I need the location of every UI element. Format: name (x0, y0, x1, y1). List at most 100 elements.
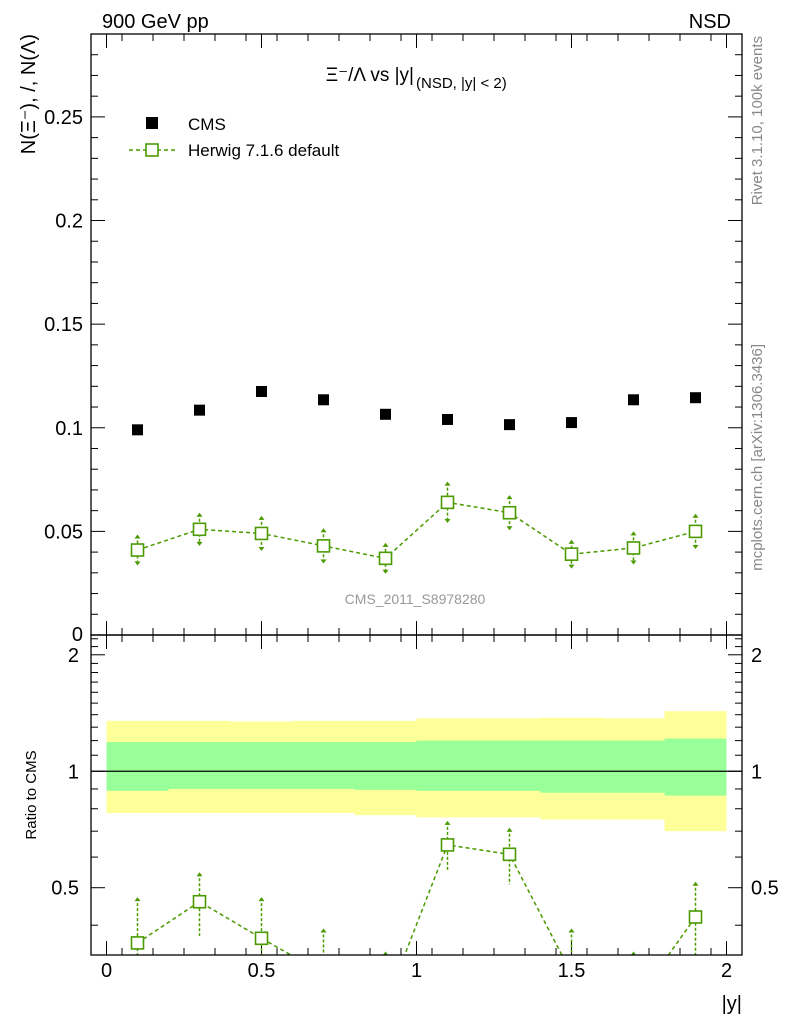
herwig-point (192, 522, 207, 537)
ratio-inner-band (540, 740, 603, 793)
ratio-inner-band (416, 740, 479, 791)
main-panel: 0.05 0.1 0.15 0.2 0.25 0 Ξ⁻/Λ vs |y| (NSD, |y… (18, 33, 743, 646)
herwig-error-cap (134, 534, 141, 539)
ratio-ticks: 0 0.5 1 1.5 2 0.5 0.5 1 1 2 2 (51, 635, 779, 982)
herwig-error-cap (382, 569, 389, 574)
x-tick-label: 1.5 (558, 960, 586, 982)
ratio-herwig-error-cap (444, 820, 451, 825)
ratio-inner-band (230, 742, 293, 789)
x-tick-label: 2 (721, 960, 732, 982)
herwig-error-cap (258, 515, 265, 520)
ratio-herwig-point (628, 998, 640, 1010)
ratio-bands (91, 711, 742, 832)
herwig-error-cap (692, 544, 699, 549)
ratio-inner-band (292, 742, 355, 789)
herwig-error-cap (444, 519, 451, 524)
x-tick-label: 0 (101, 960, 112, 982)
main-y-zero-label: 0 (72, 624, 83, 646)
ratio-y-tick-label-right: 2 (751, 645, 762, 667)
ratio-y-tick-label: 2 (68, 645, 79, 667)
herwig-point (440, 495, 455, 510)
main-title-suffix: (NSD, |y| < 2) (416, 75, 507, 92)
ratio-herwig-error-cap (134, 897, 141, 902)
herwig-error-cap (568, 539, 575, 544)
herwig-error-cap (320, 528, 327, 533)
main-y-tick-label: 0.2 (55, 211, 83, 233)
mcplots-label: mcplots.cern.ch [arXiv:1306.3436] (749, 344, 766, 571)
ratio-herwig-error-cap (320, 928, 327, 933)
herwig-point (502, 505, 517, 520)
ratio-herwig-error-cap (258, 897, 265, 902)
main-y-tick-label: 0.1 (55, 418, 83, 440)
main-y-tick-label: 0.25 (44, 107, 83, 129)
herwig-error-cap (196, 512, 203, 517)
herwig-error-cap (630, 560, 637, 565)
herwig-line (137, 501, 696, 560)
main-y-axis-label: N(Ξ⁻), /, N(Λ) (18, 34, 40, 154)
x-tick-label: 1 (411, 960, 422, 982)
ratio-inner-band (354, 742, 417, 790)
main-y-tick-label: 0.15 (44, 314, 83, 336)
ratio-herwig-error-cap (692, 881, 699, 886)
x-axis-label: |y| (722, 993, 742, 1015)
herwig-point (316, 539, 331, 553)
rivet-version-label: Rivet 3.1.10, 100k events (749, 36, 766, 205)
ratio-y-tick-label: 1 (68, 761, 79, 783)
main-series (130, 385, 703, 574)
legend: CMS Herwig 7.1.6 default (129, 115, 339, 160)
ratio-inner-band (106, 742, 169, 791)
main-y-tick-label: 0.05 (44, 521, 83, 543)
cms-data-point (132, 424, 143, 436)
ratio-herwig-point (318, 968, 330, 980)
ratio-herwig-error-cap (196, 872, 203, 877)
ratio-herwig-point (254, 931, 269, 946)
herwig-error-cap (196, 541, 203, 546)
main-ticks: 0.05 0.1 0.15 0.2 0.25 0 (44, 34, 743, 646)
cms-data-point (318, 394, 329, 406)
herwig-error-cap (692, 513, 699, 518)
ratio-y-tick-label-right: 1 (751, 761, 762, 783)
ratio-inner-band (602, 740, 665, 793)
herwig-point (564, 547, 579, 561)
ratio-herwig-error-cap (568, 928, 575, 933)
cms-data-point (380, 408, 391, 420)
cms-data-point (566, 417, 577, 429)
ratio-panel: 0 0.5 1 1.5 2 0.5 0.5 1 1 2 2 Ratio to CMS |y| (23, 634, 779, 1015)
ratio-inner-band (478, 740, 541, 791)
cms-data-point (256, 385, 267, 397)
herwig-error-cap (630, 531, 637, 536)
header-right-label: NSD (689, 11, 731, 33)
herwig-error-cap (134, 561, 141, 566)
cms-data-point (194, 404, 205, 416)
ratio-herwig-error-cap (630, 951, 637, 955)
ratio-herwig-point (192, 894, 207, 909)
cms-data-point (690, 392, 701, 404)
herwig-point (688, 524, 703, 539)
herwig-point (130, 543, 145, 557)
legend-herwig-label: Herwig 7.1.6 default (188, 141, 339, 160)
ratio-inner-band (664, 738, 727, 796)
x-tick-label: 0.5 (248, 960, 276, 982)
ratio-herwig-point (688, 910, 703, 924)
main-title: Ξ⁻/Λ vs |y| (326, 65, 414, 86)
herwig-point (626, 541, 641, 555)
ratio-herwig-line (137, 844, 697, 955)
ratio-herwig-point (380, 998, 392, 1010)
herwig-error-cap (506, 495, 513, 500)
ratio-series-group (130, 820, 703, 1010)
ratio-y-tick-label-right: 0.5 (751, 878, 779, 900)
herwig-error-cap (258, 547, 265, 552)
ratio-herwig-error-cap (506, 827, 513, 832)
herwig-error-cap (382, 542, 389, 547)
cms-data-point (504, 419, 515, 431)
herwig-point (254, 526, 269, 541)
ratio-frame (90, 634, 743, 956)
analysis-watermark: CMS_2011_S8978280 (345, 591, 486, 607)
cms-data-point (628, 394, 639, 406)
ratio-herwig-point (130, 936, 145, 950)
ratio-inner-band (168, 742, 231, 789)
ratio-y-tick-label: 0.5 (51, 878, 79, 900)
legend-herwig-marker (145, 143, 159, 157)
ratio-herwig-point (502, 847, 517, 862)
